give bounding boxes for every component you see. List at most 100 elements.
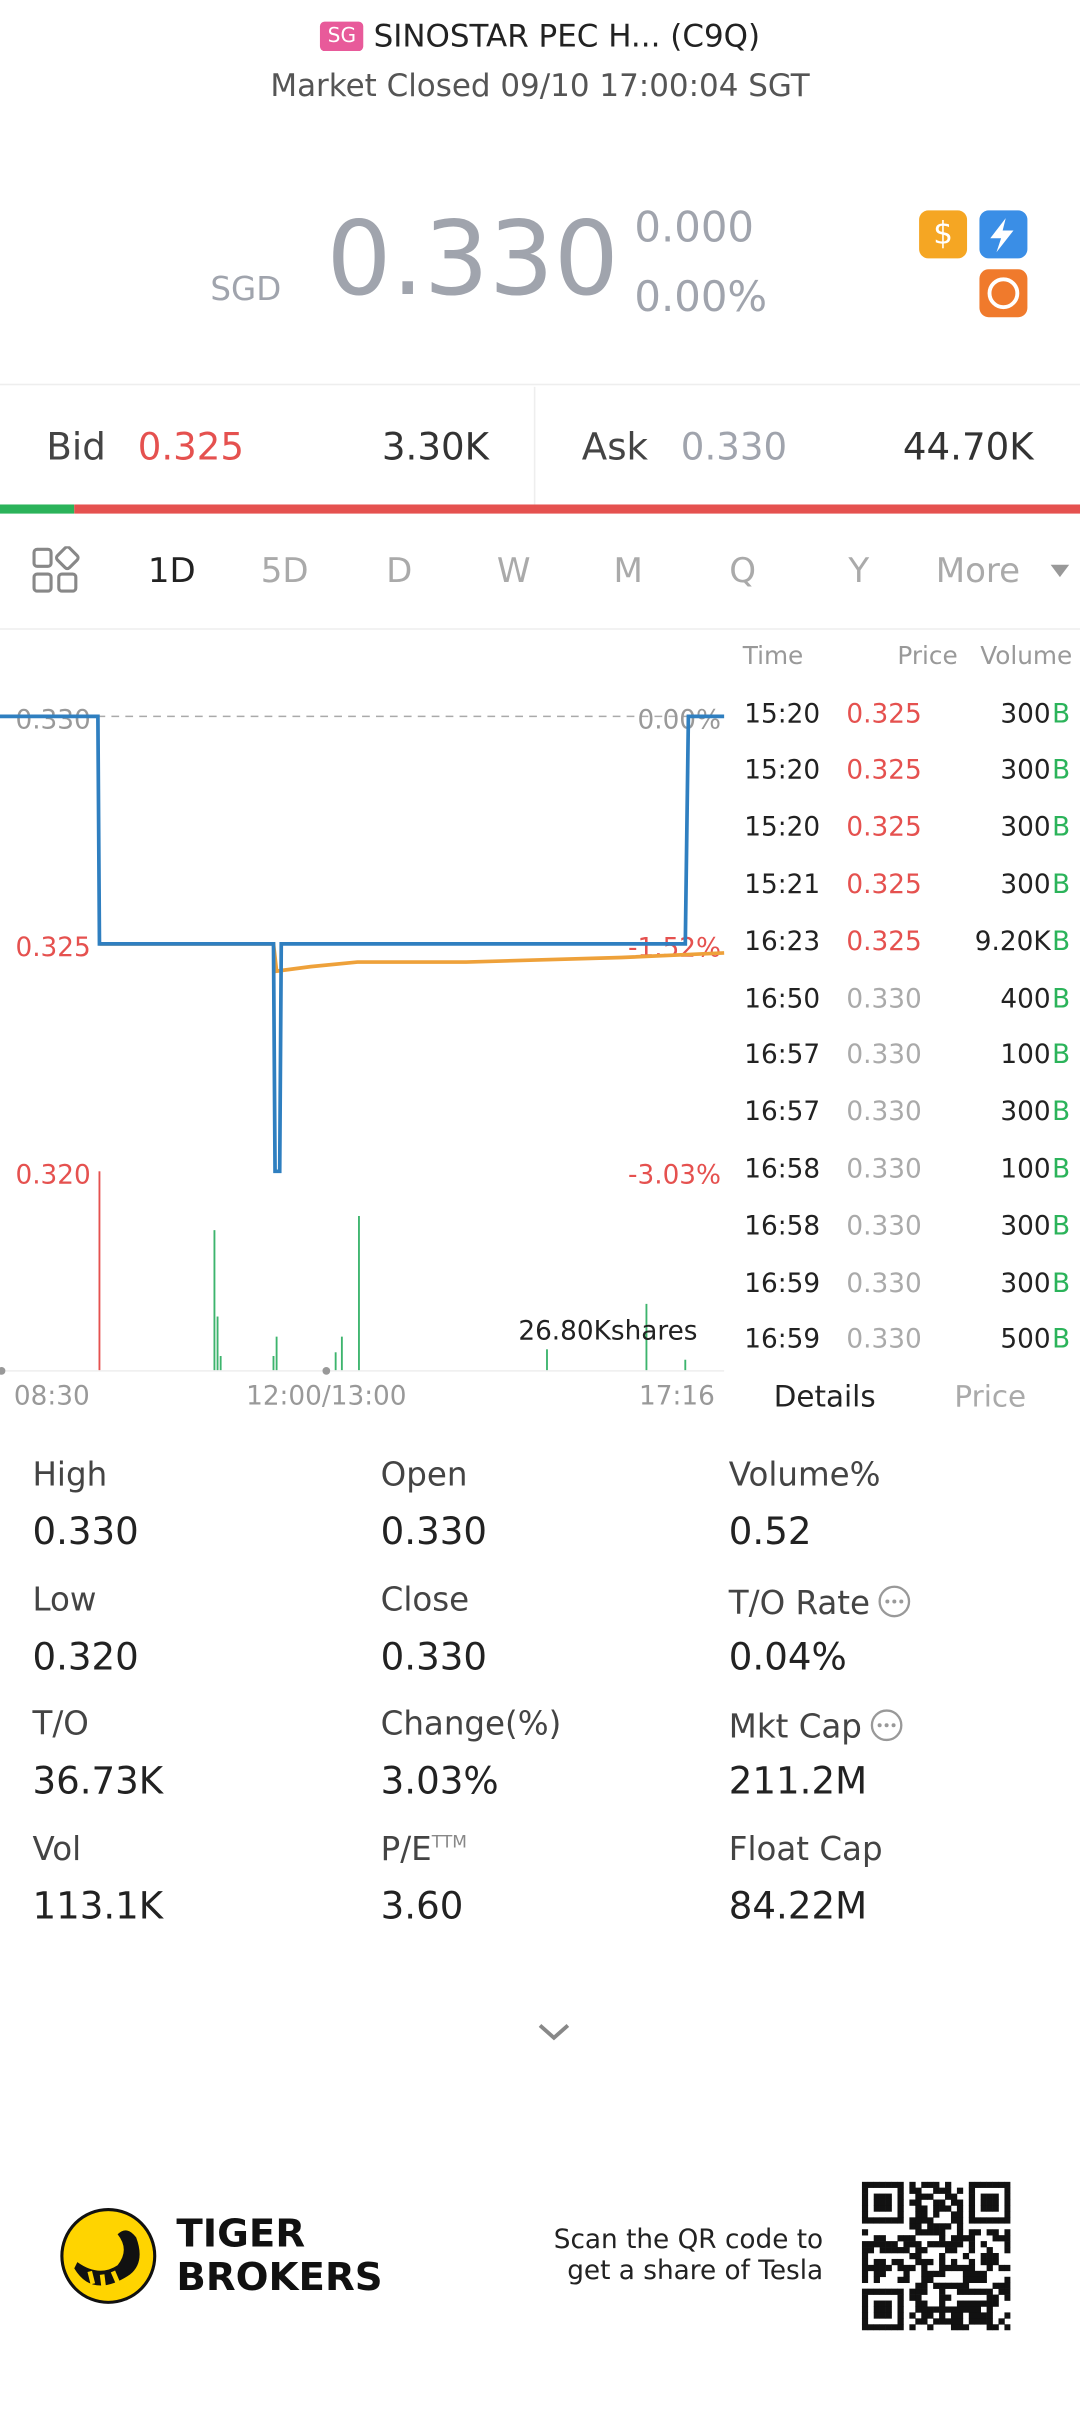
qr-cell: [867, 2288, 875, 2295]
period-tab[interactable]: 1D: [147, 552, 196, 592]
qr-cell: [921, 2312, 928, 2319]
qr-cell: [968, 2247, 976, 2254]
expand-chevron[interactable]: [537, 2021, 571, 2043]
trade-time: 16:58: [744, 1211, 821, 1242]
qr-cell: [956, 2187, 964, 2194]
qr-cell: [879, 2235, 886, 2242]
qr-cell: [962, 2276, 970, 2284]
qr-cell: [927, 2306, 934, 2313]
qr-cell: [992, 2300, 999, 2307]
qr-cell: [986, 2300, 993, 2307]
stat-value: 211.2M: [728, 1759, 868, 1803]
qr-cell: [980, 2241, 987, 2248]
qr-cell: [962, 2235, 970, 2242]
tiger-logo: [60, 2207, 157, 2304]
qr-cell: [879, 2217, 886, 2224]
currency: SGD: [210, 270, 282, 308]
qr-cell: [939, 2264, 946, 2272]
info-icon[interactable]: [878, 1584, 912, 1618]
qr-cell: [891, 2217, 898, 2224]
qr-cell: [962, 2324, 970, 2331]
qr-cell: [897, 2324, 904, 2331]
trade-price: 0.330: [846, 1268, 922, 1299]
qr-cell: [962, 2270, 970, 2278]
trade-price: 0.330: [846, 1324, 922, 1356]
qr-cell: [873, 2306, 880, 2313]
qr-cell: [945, 2241, 952, 2248]
stat-label: P/ETTM: [381, 1832, 467, 1865]
period-tab[interactable]: M: [613, 552, 643, 592]
qr-cell: [950, 2241, 958, 2248]
qr-cell: [962, 2300, 970, 2307]
qr-cell: [927, 2276, 934, 2284]
stat-label: Mkt Cap: [729, 1707, 904, 1743]
qr-cell: [861, 2288, 869, 2295]
qr-cell: [909, 2235, 916, 2242]
qr-cell: [927, 2223, 934, 2230]
stock-name: SINOSTAR PEC H... (C9Q): [373, 17, 761, 55]
bid-ask-ratio: [0, 504, 1080, 514]
qr-cell: [879, 2300, 886, 2307]
trade-side: B: [1052, 1211, 1071, 1242]
period-tab[interactable]: Q: [729, 552, 757, 592]
qr-cell: [915, 2282, 922, 2289]
qr-cell: [986, 2258, 993, 2266]
qr-cell: [986, 2181, 993, 2188]
qr-cell: [974, 2306, 981, 2313]
period-tab[interactable]: More: [935, 552, 1021, 592]
ask-ratio-bar: [74, 504, 1080, 514]
qr-cell: [861, 2193, 869, 2200]
qr-cell: [897, 2235, 904, 2242]
qr-cell: [998, 2217, 1005, 2224]
trade-volume: 300: [1000, 1268, 1051, 1299]
qr-cell: [980, 2181, 987, 2188]
qr-cell: [968, 2229, 976, 2236]
qr-cell: [903, 2276, 910, 2284]
qr-cell: [909, 2264, 916, 2272]
qr-cell: [873, 2276, 880, 2284]
qr-cell: [980, 2199, 987, 2206]
qr-cell: [956, 2211, 964, 2218]
qr-cell: [945, 2223, 952, 2230]
qr-cell: [962, 2282, 970, 2289]
qr-cell: [903, 2270, 910, 2278]
qr-cell: [1004, 2229, 1011, 2236]
title-row: SG SINOSTAR PEC H... (C9Q): [319, 17, 761, 55]
qr-cell: [933, 2282, 940, 2289]
layout-icon[interactable]: [31, 546, 81, 596]
qr-cell: [915, 2300, 922, 2307]
qr-cell: [933, 2270, 940, 2278]
period-tab[interactable]: W: [496, 552, 531, 592]
qr-cell: [879, 2181, 886, 2188]
qr-cell: [950, 2282, 958, 2289]
qr-cell: [1004, 2235, 1011, 2242]
qr-cell: [915, 2199, 922, 2206]
stat-value: 84.22M: [728, 1884, 868, 1928]
trade-volume: 300: [1000, 755, 1051, 787]
detail-tab[interactable]: Details: [773, 1379, 876, 1414]
qr-cell: [998, 2288, 1005, 2295]
qr-cell: [956, 2264, 964, 2272]
y-tick-label: 0.325: [15, 933, 90, 963]
info-icon[interactable]: [870, 1707, 904, 1741]
qr-cell: [897, 2247, 904, 2254]
period-tab[interactable]: Y: [848, 552, 870, 592]
detail-tab[interactable]: Price: [954, 1379, 1027, 1414]
qr-cell: [939, 2300, 946, 2307]
qr-cell: [879, 2199, 886, 2206]
qr-cell: [945, 2306, 952, 2313]
qr-cell: [939, 2223, 946, 2230]
qr-cell: [927, 2181, 934, 2188]
qr-cell: [873, 2217, 880, 2224]
qr-cell: [921, 2270, 928, 2278]
stat-label-text: Open: [380, 1455, 468, 1493]
volume-bar: [546, 1349, 548, 1371]
qr-cell: [980, 2318, 987, 2325]
volume-label: 26.80Kshares: [518, 1317, 697, 1347]
qr-cell: [1004, 2205, 1011, 2212]
period-tab[interactable]: D: [386, 552, 413, 592]
trade-volume: 100: [1000, 1040, 1051, 1072]
period-tab[interactable]: 5D: [260, 552, 309, 592]
dropdown-arrow[interactable]: [1049, 563, 1071, 578]
qr-cell: [885, 2306, 892, 2313]
